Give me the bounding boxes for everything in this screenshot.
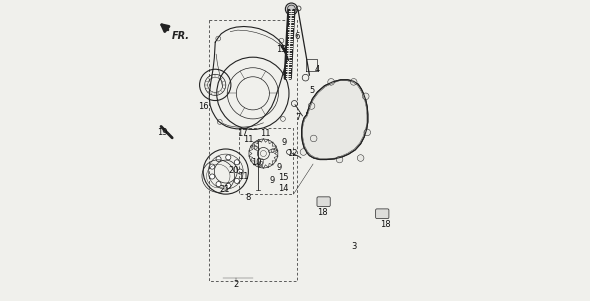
Text: 3: 3 xyxy=(351,242,356,251)
Text: 11: 11 xyxy=(243,135,254,144)
Circle shape xyxy=(358,155,364,161)
Circle shape xyxy=(216,182,221,187)
Text: 17: 17 xyxy=(237,129,248,138)
Text: 9: 9 xyxy=(277,163,282,172)
FancyBboxPatch shape xyxy=(317,197,330,206)
Text: 12: 12 xyxy=(287,149,297,158)
Text: 11: 11 xyxy=(260,129,270,138)
FancyBboxPatch shape xyxy=(376,209,389,219)
Circle shape xyxy=(336,156,343,163)
Circle shape xyxy=(362,93,369,100)
Text: 16: 16 xyxy=(198,102,208,111)
Text: 18: 18 xyxy=(380,220,391,229)
Circle shape xyxy=(300,149,307,155)
Text: 13: 13 xyxy=(276,45,287,54)
Circle shape xyxy=(226,183,231,188)
Circle shape xyxy=(286,3,297,15)
Text: 8: 8 xyxy=(245,193,251,202)
Circle shape xyxy=(226,155,231,160)
Text: 19: 19 xyxy=(158,128,168,137)
Circle shape xyxy=(238,169,242,174)
Circle shape xyxy=(216,157,221,162)
Text: 20: 20 xyxy=(228,166,238,175)
Circle shape xyxy=(209,164,215,169)
Text: 6: 6 xyxy=(295,32,300,41)
Circle shape xyxy=(328,79,335,85)
Text: 15: 15 xyxy=(278,173,288,182)
Text: 10: 10 xyxy=(251,158,261,167)
Text: 21: 21 xyxy=(219,185,230,194)
Text: 4: 4 xyxy=(315,65,320,74)
Text: 5: 5 xyxy=(310,86,315,95)
Text: 7: 7 xyxy=(296,113,301,122)
Circle shape xyxy=(234,160,240,165)
Circle shape xyxy=(350,79,357,85)
Text: 9: 9 xyxy=(282,138,287,147)
Circle shape xyxy=(234,178,240,183)
Text: 11: 11 xyxy=(238,172,249,181)
Text: 9: 9 xyxy=(270,176,275,185)
Text: 14: 14 xyxy=(278,184,288,193)
Text: FR.: FR. xyxy=(172,31,189,41)
Circle shape xyxy=(308,103,315,109)
Polygon shape xyxy=(301,80,368,160)
Text: 18: 18 xyxy=(317,208,327,217)
Circle shape xyxy=(364,129,371,136)
Circle shape xyxy=(310,135,317,142)
Circle shape xyxy=(209,174,215,179)
Text: 2: 2 xyxy=(234,280,239,289)
